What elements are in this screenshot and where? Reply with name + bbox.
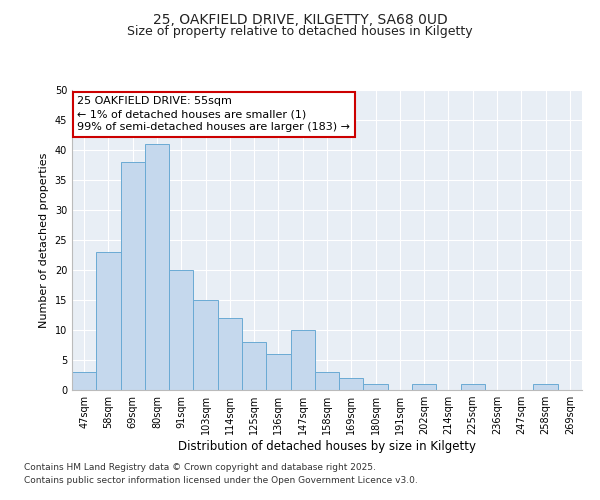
Text: 25, OAKFIELD DRIVE, KILGETTY, SA68 0UD: 25, OAKFIELD DRIVE, KILGETTY, SA68 0UD bbox=[152, 12, 448, 26]
Bar bbox=[218, 318, 242, 390]
Bar bbox=[193, 300, 218, 390]
Bar bbox=[315, 372, 339, 390]
Bar bbox=[145, 144, 169, 390]
Text: 25 OAKFIELD DRIVE: 55sqm
← 1% of detached houses are smaller (1)
99% of semi-det: 25 OAKFIELD DRIVE: 55sqm ← 1% of detache… bbox=[77, 96, 350, 132]
Bar bbox=[169, 270, 193, 390]
Bar bbox=[412, 384, 436, 390]
Text: Contains public sector information licensed under the Open Government Licence v3: Contains public sector information licen… bbox=[24, 476, 418, 485]
Bar bbox=[290, 330, 315, 390]
Bar bbox=[121, 162, 145, 390]
Bar bbox=[242, 342, 266, 390]
Bar bbox=[364, 384, 388, 390]
Bar bbox=[461, 384, 485, 390]
X-axis label: Distribution of detached houses by size in Kilgetty: Distribution of detached houses by size … bbox=[178, 440, 476, 453]
Text: Contains HM Land Registry data © Crown copyright and database right 2025.: Contains HM Land Registry data © Crown c… bbox=[24, 464, 376, 472]
Bar bbox=[266, 354, 290, 390]
Bar bbox=[339, 378, 364, 390]
Bar bbox=[72, 372, 96, 390]
Bar bbox=[96, 252, 121, 390]
Y-axis label: Number of detached properties: Number of detached properties bbox=[39, 152, 49, 328]
Text: Size of property relative to detached houses in Kilgetty: Size of property relative to detached ho… bbox=[127, 25, 473, 38]
Bar bbox=[533, 384, 558, 390]
